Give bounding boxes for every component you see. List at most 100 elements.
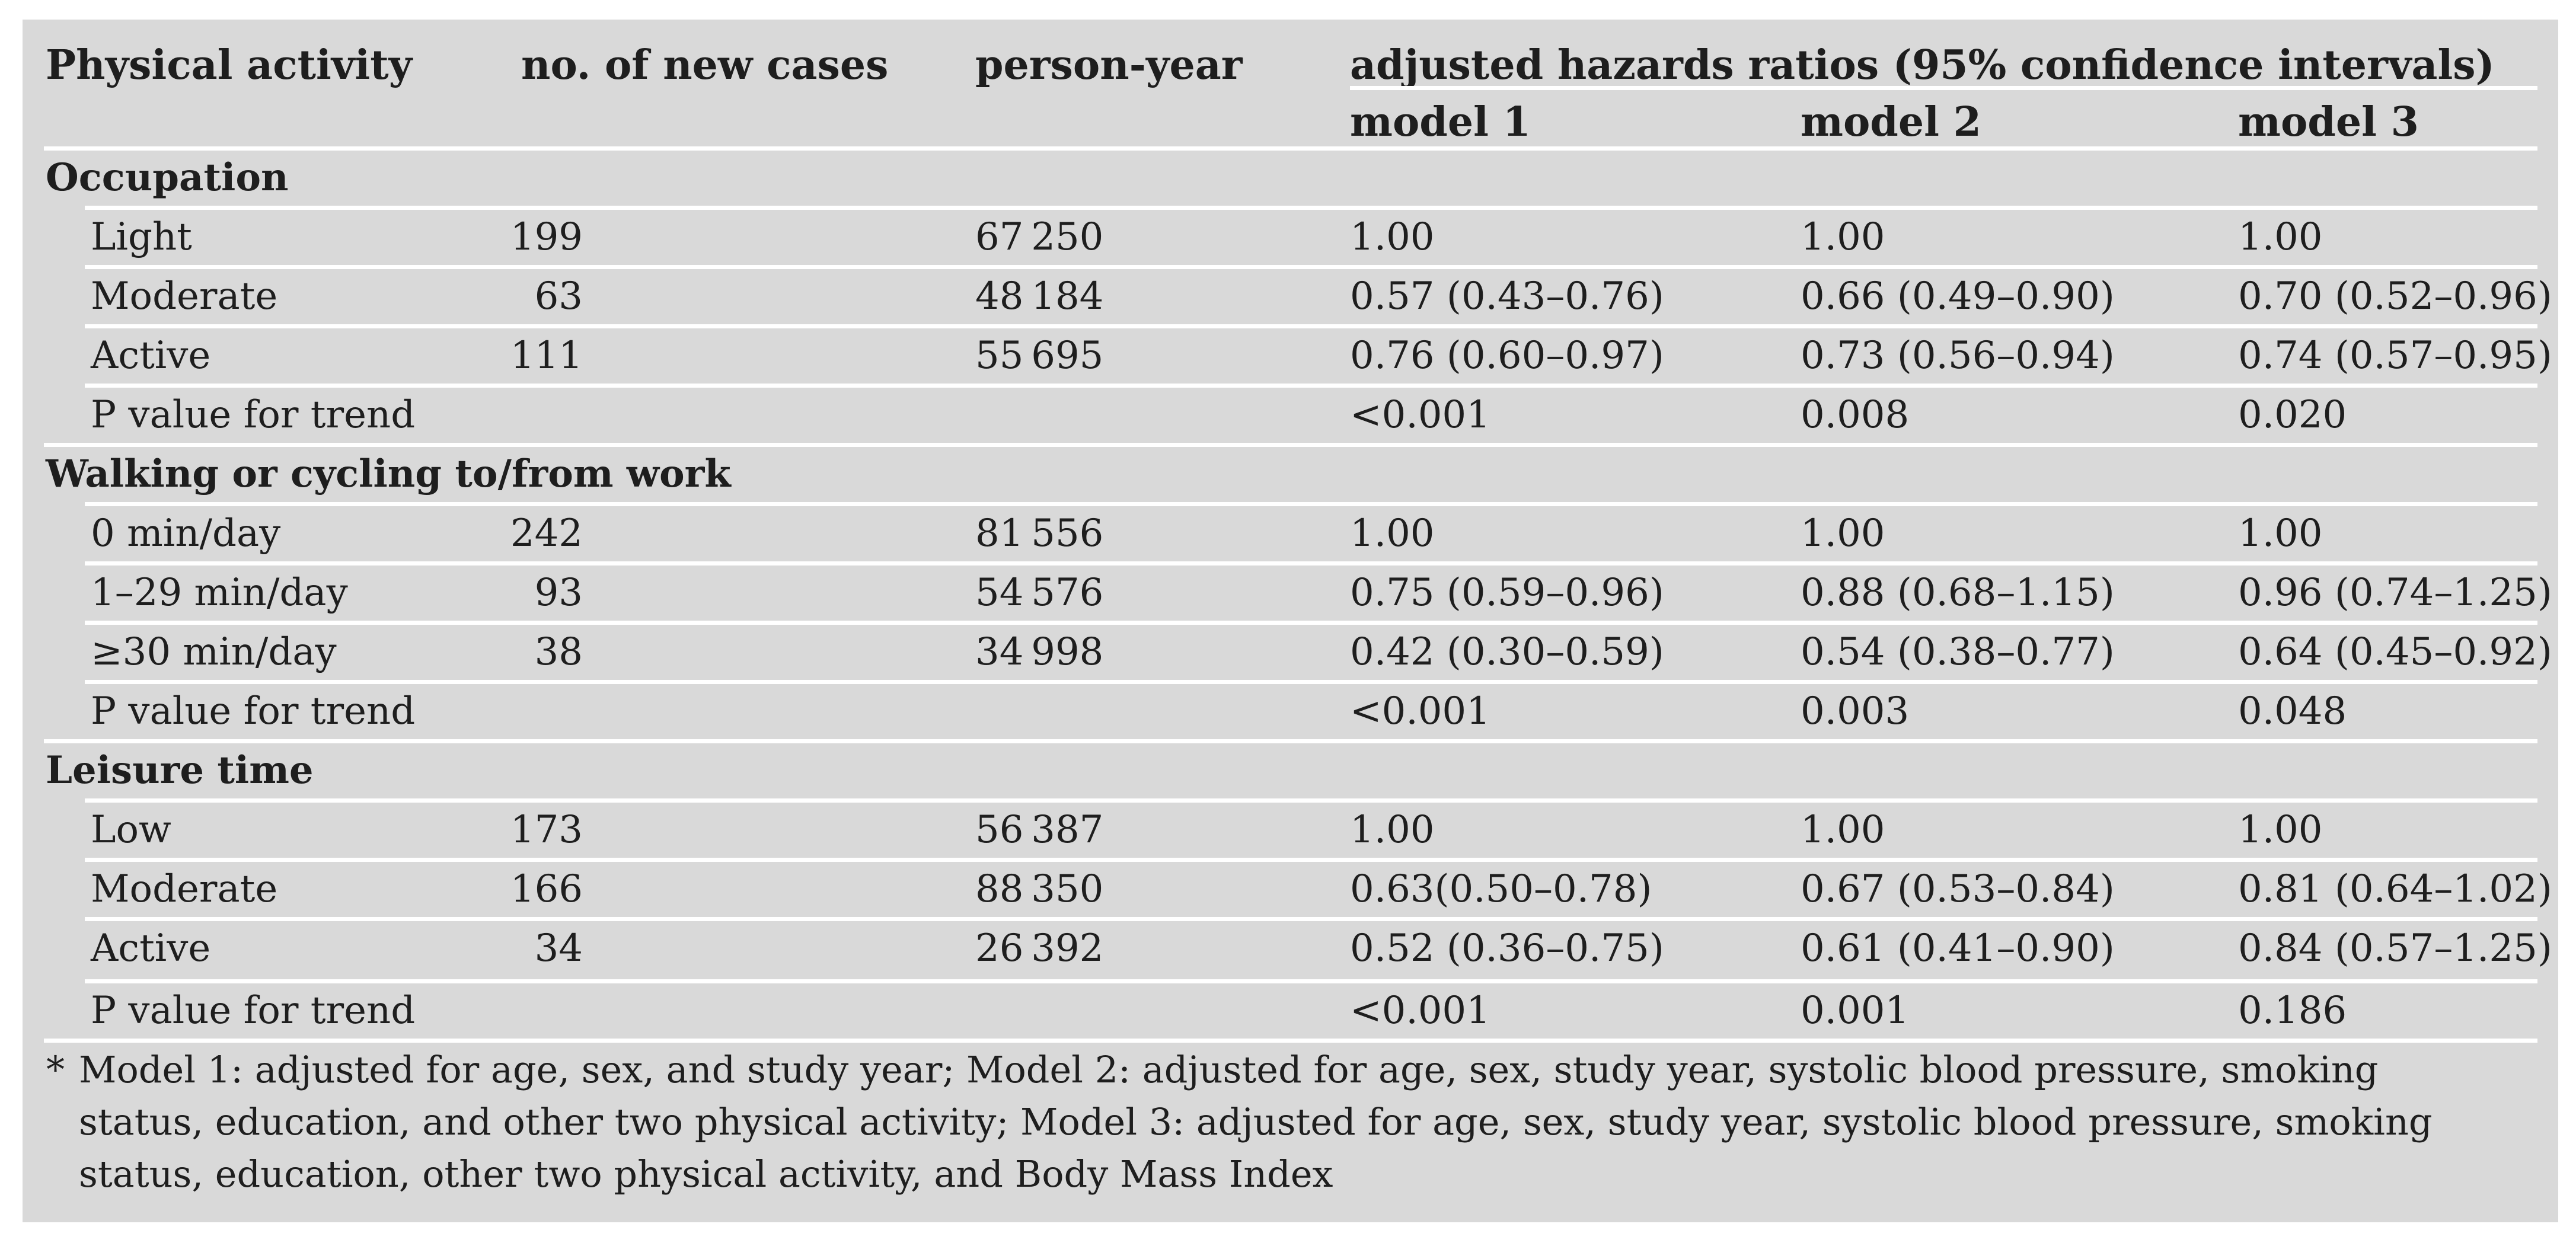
row-separator: [85, 324, 2537, 328]
cell-new-cases: 63: [534, 274, 583, 318]
cell-person-year: 26 392: [975, 926, 1104, 970]
col-header-model-3: model 3: [2238, 98, 2419, 146]
cell-model-2: 0.61 (0.41–0.90): [1801, 926, 2115, 970]
cell-model-3: 0.048: [2238, 689, 2347, 733]
cell-model-2: 0.66 (0.49–0.90): [1801, 274, 2115, 318]
cell-activity-level: Active: [91, 334, 211, 378]
table-row-walking-p-value: P value for trend <0.001 0.003 0.048: [23, 682, 2558, 741]
cell-model-2: 0.008: [1801, 393, 1910, 437]
cell-person-year: 54 576: [975, 571, 1104, 615]
cell-model-1: 1.00: [1350, 808, 1435, 852]
cell-model-3: 0.70 (0.52–0.96): [2238, 274, 2552, 318]
row-separator: [85, 680, 2537, 684]
cell-model-3: 1.00: [2238, 512, 2323, 555]
cell-activity-level: ≥30 min/day: [91, 630, 337, 674]
cell-model-1: <0.001: [1350, 393, 1490, 437]
cell-activity-level: Moderate: [91, 274, 278, 318]
cell-model-3: 0.186: [2238, 989, 2347, 1033]
cell-person-year: 56 387: [975, 808, 1104, 852]
footnote-line: status, education, and other two physica…: [79, 1100, 2433, 1143]
row-separator: [85, 502, 2537, 506]
cell-model-2: 0.001: [1801, 989, 1910, 1033]
footnote-marker: *: [46, 1048, 65, 1091]
cell-activity-level: P value for trend: [91, 393, 416, 437]
cell-model-3: 0.020: [2238, 393, 2347, 437]
cell-activity-level: 0 min/day: [91, 512, 281, 555]
row-separator: [44, 443, 2537, 447]
cell-new-cases: 111: [510, 334, 583, 378]
col-header-model-1: model 1: [1350, 98, 1531, 146]
cell-activity-level: Low: [91, 808, 171, 852]
cell-person-year: 48 184: [975, 274, 1104, 318]
cell-model-2: 0.73 (0.56–0.94): [1801, 334, 2115, 378]
cell-model-3: 0.96 (0.74–1.25): [2238, 571, 2552, 615]
col-header-adjusted-hazards: adjusted hazards ratios (95% confidence …: [1350, 41, 2495, 89]
row-separator: [85, 561, 2537, 566]
cell-model-1: 1.00: [1350, 512, 1435, 555]
row-separator: [85, 979, 2537, 983]
cell-model-3: 0.84 (0.57–1.25): [2238, 926, 2552, 970]
row-separator: [85, 265, 2537, 269]
cell-model-1: <0.001: [1350, 689, 1490, 733]
row-separator: [85, 917, 2537, 921]
col-header-model-2: model 2: [1801, 98, 1981, 146]
col-header-person-year: person-year: [975, 41, 1243, 89]
row-separator: [44, 739, 2537, 743]
cell-model-2: 1.00: [1801, 215, 1885, 259]
cell-activity-level: 1–29 min/day: [91, 571, 348, 615]
cell-activity-level: P value for trend: [91, 689, 416, 733]
cell-model-3: 0.74 (0.57–0.95): [2238, 334, 2552, 378]
cell-model-1: 0.75 (0.59–0.96): [1350, 571, 1664, 615]
footnote-line: Model 1: adjusted for age, sex, and stud…: [79, 1048, 2379, 1091]
cell-model-2: 1.00: [1801, 808, 1885, 852]
table-row-walking-30-plus-min: ≥30 min/day 38 34 998 0.42 (0.30–0.59) 0…: [23, 622, 2558, 682]
row-separator: [85, 206, 2537, 210]
cell-new-cases: 173: [510, 808, 583, 852]
section-title: Walking or cycling to/from work: [46, 452, 731, 496]
cell-model-3: 0.81 (0.64–1.02): [2238, 867, 2552, 911]
cell-activity-level: Active: [91, 926, 211, 970]
cell-new-cases: 242: [510, 512, 583, 555]
cell-model-1: 0.52 (0.36–0.75): [1350, 926, 1664, 970]
cell-new-cases: 93: [534, 571, 583, 615]
table-row-occupation-p-value: P value for trend <0.001 0.008 0.020: [23, 385, 2558, 445]
cell-model-1: 1.00: [1350, 215, 1435, 259]
section-header-walking-cycling: Walking or cycling to/from work: [23, 445, 2558, 504]
cell-model-1: 0.63(0.50–0.78): [1350, 867, 1652, 911]
cell-new-cases: 166: [510, 867, 583, 911]
table-row-leisure-low: Low 173 56 387 1.00 1.00 1.00: [23, 800, 2558, 860]
table-row-leisure-moderate: Moderate 166 88 350 0.63(0.50–0.78) 0.67…: [23, 860, 2558, 919]
cell-model-3: 1.00: [2238, 808, 2323, 852]
adjusted-hazards-underline: [1350, 86, 2537, 90]
cell-new-cases: 34: [534, 926, 583, 970]
table-row-leisure-p-value: P value for trend <0.001 0.001 0.186: [23, 981, 2558, 1040]
cell-model-3: 0.64 (0.45–0.92): [2238, 630, 2552, 674]
table-row-occupation-active: Active 111 55 695 0.76 (0.60–0.97) 0.73 …: [23, 326, 2558, 385]
row-separator: [85, 798, 2537, 803]
cell-person-year: 81 556: [975, 512, 1104, 555]
section-header-occupation: Occupation: [23, 148, 2558, 207]
table-footnote: * Model 1: adjusted for age, sex, and st…: [23, 1044, 2513, 1200]
cell-model-2: 1.00: [1801, 512, 1885, 555]
cell-model-1: <0.001: [1350, 989, 1490, 1033]
cell-activity-level: P value for trend: [91, 989, 416, 1033]
table-row-occupation-light: Light 199 67 250 1.00 1.00 1.00: [23, 207, 2558, 267]
row-separator: [44, 146, 2537, 151]
section-title: Occupation: [46, 155, 289, 200]
row-separator: [44, 1039, 2537, 1043]
cell-model-3: 1.00: [2238, 215, 2323, 259]
cell-model-1: 0.76 (0.60–0.97): [1350, 334, 1664, 378]
cell-person-year: 67 250: [975, 215, 1104, 259]
col-header-new-cases: no. of new cases: [521, 41, 889, 89]
footnote-line: status, education, other two physical ac…: [79, 1152, 1333, 1196]
cell-model-2: 0.88 (0.68–1.15): [1801, 571, 2115, 615]
cell-new-cases: 199: [510, 215, 583, 259]
table-row-walking-1-29-min: 1–29 min/day 93 54 576 0.75 (0.59–0.96) …: [23, 563, 2558, 622]
row-separator: [85, 621, 2537, 625]
cell-activity-level: Light: [91, 215, 192, 259]
cell-activity-level: Moderate: [91, 867, 278, 911]
cell-person-year: 55 695: [975, 334, 1104, 378]
table-row-leisure-active: Active 34 26 392 0.52 (0.36–0.75) 0.61 (…: [23, 919, 2558, 978]
results-table: Physical activity no. of new cases perso…: [23, 20, 2558, 1222]
table-row-walking-0-min: 0 min/day 242 81 556 1.00 1.00 1.00: [23, 504, 2558, 563]
